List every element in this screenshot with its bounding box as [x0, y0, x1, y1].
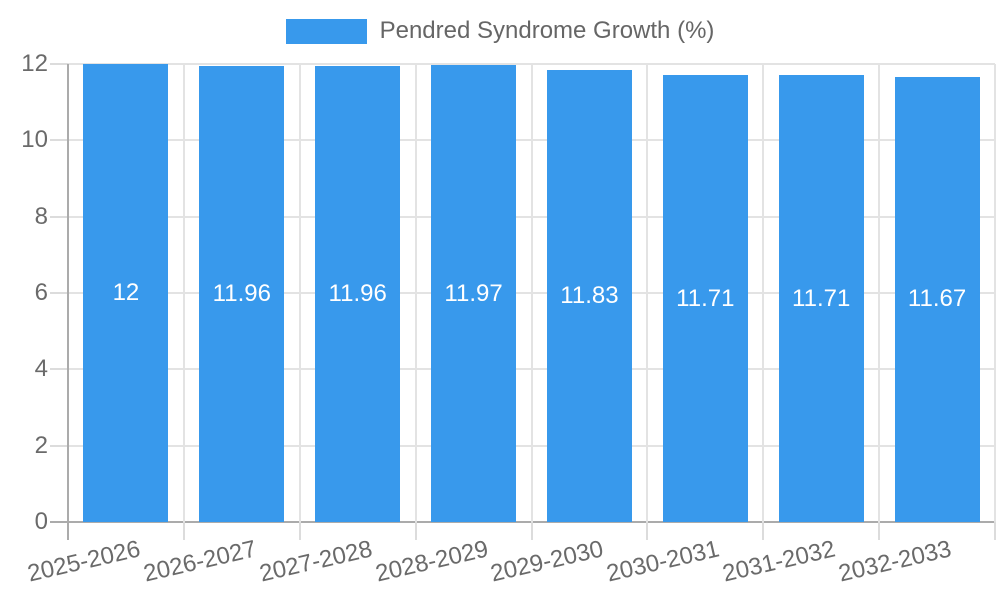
y-tick-label: 0	[34, 508, 48, 535]
y-axis-tick	[50, 368, 68, 371]
bar-value-label: 11.83	[560, 282, 619, 310]
y-axis-tick	[50, 444, 68, 447]
legend-swatch	[285, 18, 367, 44]
x-axis-tick	[762, 522, 765, 540]
v-gridline	[646, 64, 649, 522]
bar	[315, 65, 401, 522]
x-axis-tick	[994, 522, 996, 540]
v-gridline	[878, 64, 881, 522]
bar	[199, 65, 285, 522]
bar-value-label: 11.96	[328, 279, 387, 307]
x-axis-tick	[414, 522, 417, 540]
bar-value-label: 11.71	[792, 284, 851, 312]
bar	[546, 70, 632, 522]
bar-value-label: 11.96	[212, 279, 271, 307]
y-axis-tick	[50, 139, 68, 142]
legend-label: Pendred Syndrome Growth (%)	[379, 17, 715, 44]
v-gridline	[762, 64, 765, 522]
x-axis-tick	[298, 522, 301, 540]
y-tick-label: 6	[34, 279, 48, 306]
v-gridline	[414, 64, 417, 522]
bar	[662, 75, 748, 522]
y-tick-label: 10	[21, 126, 48, 154]
bar-value-label: 11.71	[676, 284, 735, 312]
y-axis-tick	[50, 215, 68, 218]
y-tick-label: 4	[34, 355, 48, 383]
x-axis-tick	[182, 522, 185, 540]
v-gridline	[994, 64, 996, 522]
x-axis-tick	[878, 522, 881, 540]
bar-value-label: 11.97	[444, 279, 503, 307]
chart-legend[interactable]: Pendred Syndrome Growth (%)	[0, 16, 1000, 46]
bar	[894, 76, 980, 522]
bar	[778, 75, 864, 522]
x-axis-line	[50, 521, 995, 523]
y-axis-line	[67, 64, 69, 540]
bar-value-label: 11.67	[907, 285, 967, 313]
y-axis-tick	[50, 63, 68, 65]
v-gridline	[530, 64, 533, 522]
bar	[83, 64, 169, 522]
bar-value-label: 12	[112, 279, 140, 306]
bar	[431, 65, 517, 522]
y-tick-label: 2	[34, 431, 48, 459]
x-axis-tick	[646, 522, 649, 540]
x-axis-tick	[530, 522, 533, 540]
y-axis-tick	[50, 292, 68, 294]
v-gridline	[182, 64, 185, 522]
y-tick-label: 8	[34, 202, 48, 230]
v-gridline	[298, 64, 301, 522]
y-tick-label: 12	[21, 50, 48, 77]
